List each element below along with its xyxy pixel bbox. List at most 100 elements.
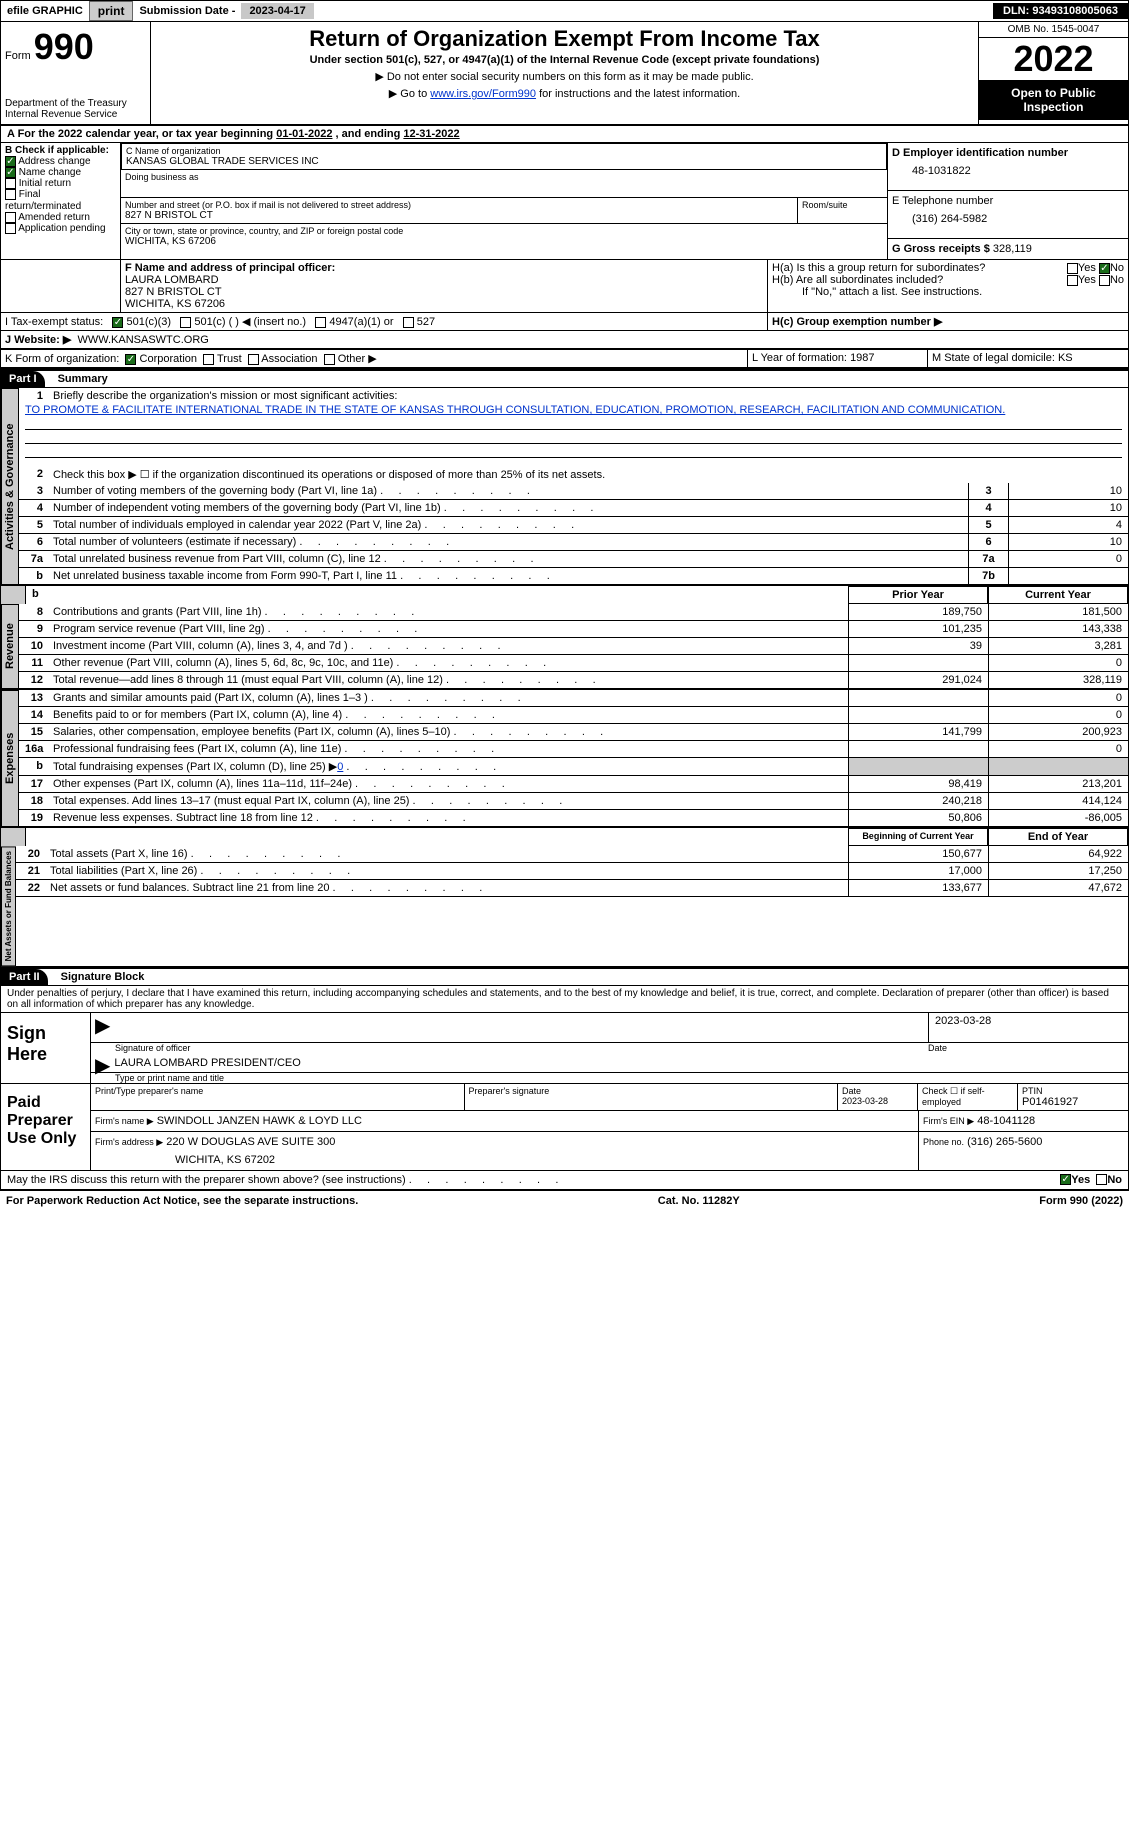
- table-row: 5Total number of individuals employed in…: [19, 517, 1128, 534]
- table-row: 10Investment income (Part VIII, column (…: [19, 638, 1128, 655]
- omb-number: OMB No. 1545-0047: [979, 22, 1128, 38]
- trust-check[interactable]: [203, 354, 214, 365]
- ein: 48-1031822: [892, 159, 1124, 177]
- firm-name: SWINDOLL JANZEN HAWK & LOYD LLC: [157, 1115, 362, 1127]
- sign-date: 2023-03-28: [928, 1013, 1128, 1042]
- final-check[interactable]: [5, 189, 16, 200]
- form-header: Form 990 Department of the Treasury Inte…: [0, 22, 1129, 126]
- box-deg: D Employer identification number 48-1031…: [888, 143, 1128, 259]
- form-subtitle: Under section 501(c), 527, or 4947(a)(1)…: [155, 54, 974, 66]
- balance-headers: Beginning of Current Year End of Year: [0, 828, 1129, 846]
- table-row: 16aProfessional fundraising fees (Part I…: [19, 741, 1128, 758]
- entity-block: B Check if applicable: Address change Na…: [0, 143, 1129, 260]
- table-row: 12Total revenue—add lines 8 through 11 (…: [19, 672, 1128, 689]
- signature-arrow-icon: ▶: [91, 1013, 114, 1042]
- open-inspection: Open to Public Inspection: [979, 80, 1128, 120]
- group-no-check[interactable]: [1099, 263, 1110, 274]
- org-name: KANSAS GLOBAL TRADE SERVICES INC: [126, 156, 882, 167]
- irs-link[interactable]: www.irs.gov/Form990: [430, 88, 536, 100]
- period-row: A For the 2022 calendar year, or tax yea…: [0, 126, 1129, 143]
- corp-check[interactable]: [125, 354, 136, 365]
- mission-text: TO PROMOTE & FACILITATE INTERNATIONAL TR…: [19, 404, 1128, 416]
- table-row: 15Salaries, other compensation, employee…: [19, 724, 1128, 741]
- table-row: 20Total assets (Part X, line 16)150,6776…: [16, 846, 1128, 863]
- table-row: 19Revenue less expenses. Subtract line 1…: [19, 810, 1128, 827]
- klm-row: K Form of organization: Corporation Trus…: [0, 350, 1129, 369]
- table-row: 18Total expenses. Add lines 13–17 (must …: [19, 793, 1128, 810]
- perjury-declaration: Under penalties of perjury, I declare th…: [0, 986, 1129, 1013]
- 4947-check[interactable]: [315, 317, 326, 328]
- form-title: Return of Organization Exempt From Incom…: [155, 26, 974, 52]
- summary-netassets: Net Assets or Fund Balances 20Total asse…: [0, 846, 1129, 967]
- part1-header: Part I Summary: [0, 369, 1129, 388]
- initial-check[interactable]: [5, 178, 16, 189]
- addr-change-check[interactable]: [5, 156, 16, 167]
- discuss-yes-check[interactable]: [1060, 1174, 1071, 1185]
- officer-name: LAURA LOMBARD: [125, 274, 763, 286]
- table-row: 22Net assets or fund balances. Subtract …: [16, 880, 1128, 897]
- instruction-1: ▶ Do not enter social security numbers o…: [155, 70, 974, 83]
- city-state-zip: WICHITA, KS 67206: [125, 236, 883, 247]
- governance-tab: Activities & Governance: [1, 388, 19, 585]
- summary-expenses: Expenses 13Grants and similar amounts pa…: [0, 690, 1129, 828]
- gross-receipts: 328,119: [993, 243, 1032, 255]
- box-c: C Name of organization KANSAS GLOBAL TRA…: [121, 143, 888, 259]
- table-row: 7aTotal unrelated business revenue from …: [19, 551, 1128, 568]
- sub-yes-check[interactable]: [1067, 275, 1078, 286]
- officer-name-title: LAURA LOMBARD PRESIDENT/CEO: [114, 1053, 300, 1072]
- paid-preparer-block: Paid Preparer Use Only Print/Type prepar…: [0, 1084, 1129, 1171]
- pending-check[interactable]: [5, 223, 16, 234]
- firm-addr1: 220 W DOUGLAS AVE SUITE 300: [166, 1136, 335, 1148]
- firm-addr2: WICHITA, KS 67202: [95, 1148, 914, 1166]
- tax-status-row: I Tax-exempt status: 501(c)(3) 501(c) ( …: [0, 313, 1129, 331]
- table-row: 9Program service revenue (Part VIII, lin…: [19, 621, 1128, 638]
- phone: (316) 264-5982: [892, 207, 1124, 225]
- submission-label: Submission Date -: [133, 5, 241, 17]
- 501c-check[interactable]: [180, 317, 191, 328]
- name-change-check[interactable]: [5, 167, 16, 178]
- firm-ein: 48-1041128: [977, 1115, 1035, 1127]
- table-row: bNet unrelated business taxable income f…: [19, 568, 1128, 585]
- year-headers: b Prior Year Current Year: [0, 586, 1129, 604]
- table-row: 6Total number of volunteers (estimate if…: [19, 534, 1128, 551]
- summary-governance: Activities & Governance 1 Briefly descri…: [0, 388, 1129, 586]
- 501c3-check[interactable]: [112, 317, 123, 328]
- summary-revenue: Revenue 8Contributions and grants (Part …: [0, 604, 1129, 690]
- print-button[interactable]: print: [89, 1, 134, 21]
- officer-block: F Name and address of principal officer:…: [0, 260, 1129, 313]
- submission-date: 2023-04-17: [241, 3, 313, 19]
- netassets-tab: Net Assets or Fund Balances: [1, 846, 16, 966]
- efile-label: efile GRAPHIC: [1, 5, 89, 17]
- part2-header: Part II Signature Block: [0, 967, 1129, 986]
- street-address: 827 N BRISTOL CT: [125, 210, 793, 221]
- website-url: WWW.KANSASWTC.ORG: [77, 334, 208, 346]
- amended-check[interactable]: [5, 212, 16, 223]
- sub-no-check[interactable]: [1099, 275, 1110, 286]
- dln-field: DLN: 93493108005063: [993, 3, 1128, 19]
- expenses-tab: Expenses: [1, 690, 19, 827]
- form-label: Form: [5, 50, 31, 62]
- group-yes-check[interactable]: [1067, 263, 1078, 274]
- table-row: 8Contributions and grants (Part VIII, li…: [19, 604, 1128, 621]
- table-row: 4Number of independent voting members of…: [19, 500, 1128, 517]
- assoc-check[interactable]: [248, 354, 259, 365]
- table-row: 11Other revenue (Part VIII, column (A), …: [19, 655, 1128, 672]
- 527-check[interactable]: [403, 317, 414, 328]
- discuss-row: May the IRS discuss this return with the…: [0, 1171, 1129, 1191]
- website-row: J Website: ▶ WWW.KANSASWTC.ORG: [0, 331, 1129, 350]
- tax-year: 2022: [979, 38, 1128, 80]
- revenue-tab: Revenue: [1, 604, 19, 689]
- name-arrow-icon: ▶: [91, 1053, 114, 1072]
- discuss-no-check[interactable]: [1096, 1174, 1107, 1185]
- table-row: 3Number of voting members of the governi…: [19, 483, 1128, 500]
- box-b: B Check if applicable: Address change Na…: [1, 143, 121, 259]
- ptin: P01461927: [1022, 1096, 1124, 1108]
- table-row: 17Other expenses (Part IX, column (A), l…: [19, 776, 1128, 793]
- sign-here-block: Sign Here ▶ 2023-03-28 Signature of offi…: [0, 1013, 1129, 1084]
- other-check[interactable]: [324, 354, 335, 365]
- table-row: 13Grants and similar amounts paid (Part …: [19, 690, 1128, 707]
- table-row: 14Benefits paid to or for members (Part …: [19, 707, 1128, 724]
- form-number: 990: [34, 26, 94, 67]
- domicile-state: KS: [1058, 352, 1073, 364]
- top-toolbar: efile GRAPHIC print Submission Date - 20…: [0, 0, 1129, 22]
